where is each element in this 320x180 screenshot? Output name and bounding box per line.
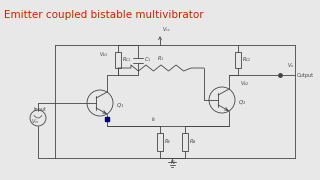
Text: $V_o$: $V_o$: [287, 61, 294, 70]
Text: $V_{cc}$: $V_{cc}$: [162, 25, 171, 34]
Text: $V_{b1}$: $V_{b1}$: [99, 51, 108, 59]
Text: $R_B$: $R_B$: [189, 138, 196, 147]
Bar: [182, 133, 188, 151]
Text: $Q_2$: $Q_2$: [238, 99, 246, 107]
Text: Input: Input: [33, 107, 46, 112]
Text: $I_E$: $I_E$: [151, 115, 157, 124]
Bar: [157, 133, 163, 151]
Bar: [115, 52, 121, 68]
Bar: [235, 52, 241, 68]
Text: $R_{C1}$: $R_{C1}$: [122, 56, 132, 64]
Text: Emitter coupled bistable multivibrator: Emitter coupled bistable multivibrator: [4, 10, 204, 20]
Text: $R_E$: $R_E$: [164, 138, 172, 147]
Text: $R_1$: $R_1$: [157, 54, 164, 63]
Text: $R_{C2}$: $R_{C2}$: [242, 56, 252, 64]
Text: $V_{b2}$: $V_{b2}$: [240, 79, 249, 88]
Text: Output: Output: [297, 73, 314, 78]
Text: N: N: [170, 160, 174, 165]
Text: $C_1$: $C_1$: [144, 56, 151, 64]
Text: $V_{in}$: $V_{in}$: [31, 117, 39, 126]
Text: $Q_1$: $Q_1$: [116, 102, 124, 110]
